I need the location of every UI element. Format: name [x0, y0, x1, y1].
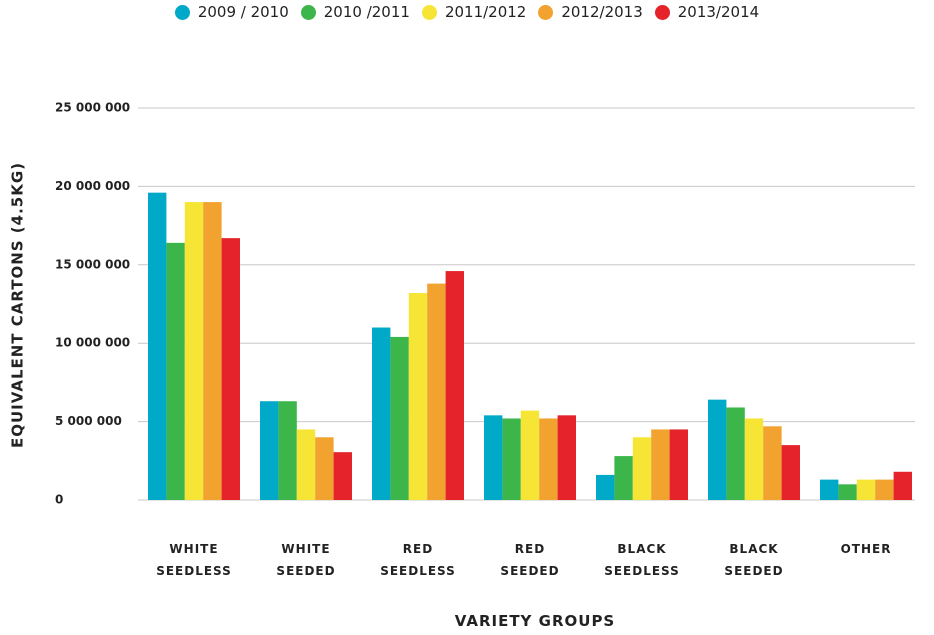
- y-tick-label: 0: [55, 493, 63, 507]
- legend-item: 2012/2013: [538, 3, 643, 21]
- x-tick-label: RED SEEDLESS: [380, 542, 456, 578]
- legend-label: 2013/2014: [677, 3, 760, 21]
- y-tick-label: 10 000 000: [55, 336, 130, 350]
- bar: [875, 479, 894, 500]
- bar: [763, 426, 782, 500]
- x-tick-label: BLACK SEEDED: [724, 542, 784, 578]
- bar: [184, 202, 204, 500]
- x-tick-label: BLACK SEEDLESS: [604, 542, 680, 578]
- bar: [333, 452, 352, 500]
- x-tick-label: WHITE SEEDED: [276, 542, 336, 578]
- legend-swatch: [654, 4, 670, 20]
- bar: [838, 484, 857, 500]
- x-axis-title: VARIETY GROUPS: [454, 612, 616, 630]
- bar: [557, 415, 576, 500]
- bar: [820, 479, 839, 500]
- y-tick-label: 25 000 000: [55, 101, 130, 115]
- bar: [856, 479, 876, 500]
- legend-item: 2010 /2011: [300, 3, 410, 21]
- bar: [221, 238, 240, 501]
- bar: [427, 283, 446, 500]
- bar: [596, 474, 615, 500]
- bar: [260, 401, 279, 500]
- legend-label: 2012/2013: [561, 3, 643, 21]
- bar: [708, 399, 727, 500]
- bar: [445, 271, 464, 500]
- legend-item: 2011/2012: [421, 3, 527, 21]
- bar: [632, 437, 652, 500]
- bar: [781, 445, 800, 500]
- bar: [502, 418, 521, 500]
- bar: [539, 418, 558, 500]
- bar: [744, 418, 764, 500]
- y-tick-label: 20 000 000: [55, 179, 130, 193]
- bar: [203, 202, 222, 500]
- legend-label: 2010 /2011: [323, 3, 410, 21]
- y-tick-label: 15 000 000: [55, 257, 130, 271]
- legend-item: 2013/2014: [654, 3, 760, 21]
- legend-swatch: [300, 4, 316, 20]
- bar: [651, 429, 670, 500]
- bar: [408, 293, 428, 500]
- y-axis-title: EQUIVALENT CARTONS (4.5KG): [9, 162, 27, 448]
- bar: [390, 336, 409, 500]
- bar: [520, 410, 540, 500]
- legend: 2009 / 2010 2010 /2011 2011/2012 2012/2013 2…: [0, 3, 934, 21]
- legend-label: 2009 / 2010: [197, 3, 289, 21]
- bar: [148, 192, 167, 500]
- x-tick-label: OTHER: [840, 542, 892, 556]
- bar: [726, 407, 745, 500]
- bar: [669, 429, 688, 500]
- bar: [166, 242, 185, 500]
- bar: [614, 456, 633, 500]
- bar: [484, 415, 503, 500]
- x-tick-label: RED SEEDED: [500, 542, 560, 578]
- bar: [296, 429, 316, 500]
- y-tick-label: 5 000 000: [55, 414, 122, 428]
- legend-swatch: [538, 4, 554, 20]
- bar: [315, 437, 334, 500]
- legend-label: 2011/2012: [444, 3, 527, 21]
- x-tick-label: WHITE SEEDLESS: [156, 542, 232, 578]
- legend-swatch: [421, 4, 437, 20]
- bar: [372, 327, 391, 500]
- bar: [893, 471, 912, 500]
- legend-swatch: [174, 4, 190, 20]
- bar: [278, 401, 297, 500]
- legend-item: 2009 / 2010: [174, 3, 289, 21]
